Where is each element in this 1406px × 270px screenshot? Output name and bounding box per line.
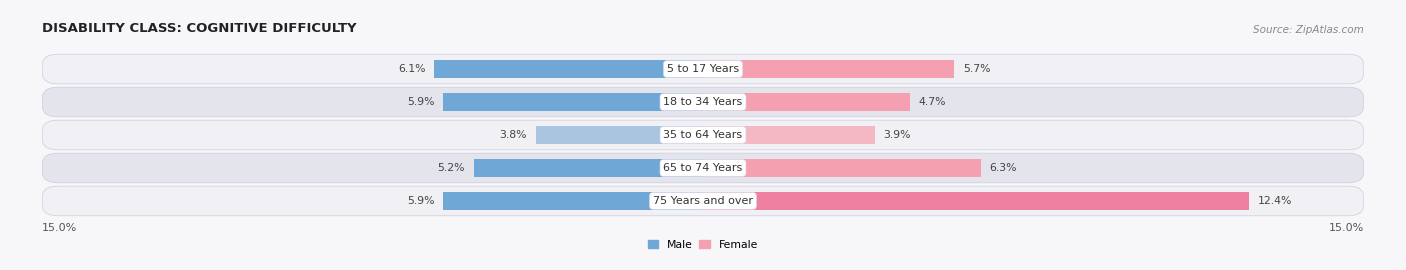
Bar [703,193,1250,210]
Text: 6.3%: 6.3% [990,163,1017,173]
Bar [443,193,703,210]
Text: Source: ZipAtlas.com: Source: ZipAtlas.com [1253,25,1364,35]
Text: 5 to 17 Years: 5 to 17 Years [666,64,740,74]
Text: 65 to 74 Years: 65 to 74 Years [664,163,742,173]
Bar [703,126,875,144]
Text: 5.9%: 5.9% [406,97,434,107]
Bar [536,126,703,144]
Text: 6.1%: 6.1% [398,64,426,74]
Bar [443,93,703,111]
Text: 35 to 64 Years: 35 to 64 Years [664,130,742,140]
FancyBboxPatch shape [42,54,1364,84]
Text: 18 to 34 Years: 18 to 34 Years [664,97,742,107]
FancyBboxPatch shape [42,153,1364,183]
Bar [434,60,703,77]
Text: 4.7%: 4.7% [920,97,946,107]
Bar [703,60,955,77]
FancyBboxPatch shape [42,186,1364,216]
Text: 3.8%: 3.8% [499,130,527,140]
FancyBboxPatch shape [42,87,1364,117]
Text: 3.9%: 3.9% [883,130,911,140]
Text: 15.0%: 15.0% [1329,223,1364,233]
Text: DISABILITY CLASS: COGNITIVE DIFFICULTY: DISABILITY CLASS: COGNITIVE DIFFICULTY [42,22,357,35]
Text: 5.2%: 5.2% [437,163,465,173]
Bar [703,93,910,111]
Text: 5.9%: 5.9% [406,196,434,206]
Text: 12.4%: 12.4% [1258,196,1292,206]
Bar [474,159,703,177]
Legend: Male, Female: Male, Female [644,235,762,254]
FancyBboxPatch shape [42,120,1364,150]
Text: 15.0%: 15.0% [42,223,77,233]
Text: 5.7%: 5.7% [963,64,990,74]
Text: 75 Years and over: 75 Years and over [652,196,754,206]
Bar [703,159,980,177]
